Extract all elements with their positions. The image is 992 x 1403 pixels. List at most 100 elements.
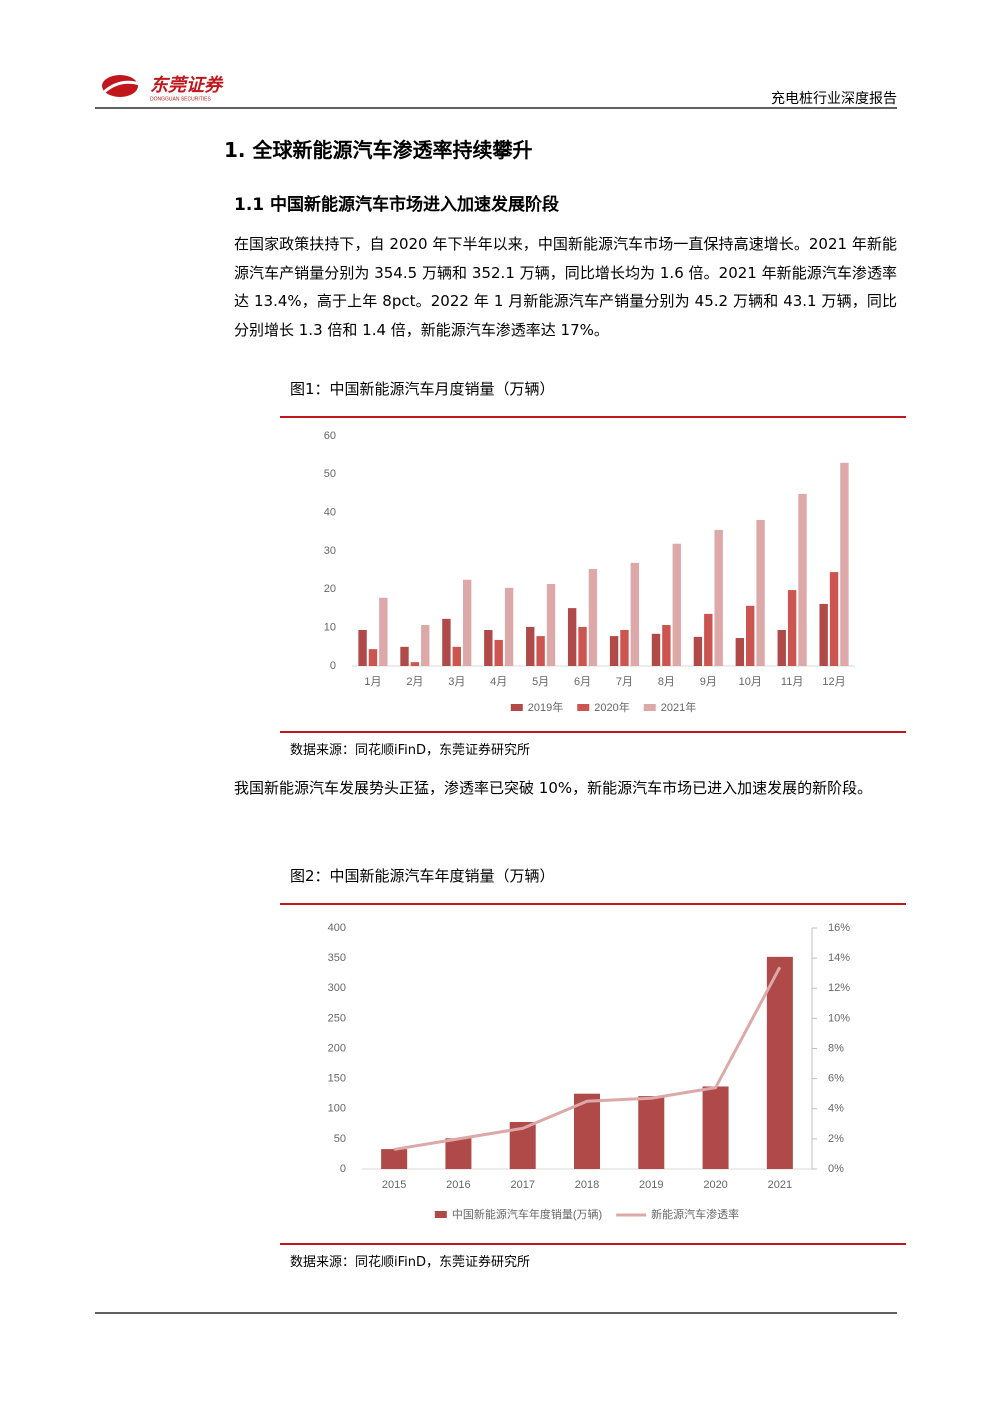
- paragraph: 在国家政策扶持下，自 2020 年下半年以来，中国新能源汽车市场一直保持高速增长…: [234, 235, 897, 339]
- bar: [452, 646, 461, 666]
- bar: [714, 529, 723, 666]
- bar: [638, 1096, 665, 1169]
- bar: [381, 1149, 408, 1169]
- bar: [546, 583, 556, 666]
- y-tick-label: 350: [328, 952, 346, 964]
- y-tick-label: 300: [328, 982, 346, 994]
- bar: [702, 1086, 729, 1169]
- y-tick-label: 150: [328, 1073, 346, 1085]
- subsection-title: 1.1 中国新能源汽车市场进入加速发展阶段: [234, 195, 560, 215]
- report-name: 充电桩行业深度报告: [771, 91, 897, 107]
- y-tick-label: 20: [324, 583, 336, 595]
- x-tick-label: 2018: [575, 1179, 599, 1191]
- y-tick-label: 30: [324, 545, 336, 557]
- figure-rule: [280, 731, 906, 733]
- logo-text: 东莞证券: [150, 75, 224, 95]
- bar: [379, 597, 388, 666]
- x-tick-label: 2020: [703, 1179, 727, 1191]
- bar: [798, 493, 807, 666]
- y2-tick-label: 16%: [828, 922, 850, 934]
- figure-rule: [280, 1243, 906, 1245]
- bar: [400, 646, 409, 666]
- y-tick-label: 250: [328, 1012, 346, 1024]
- figure-rule: [280, 903, 906, 905]
- logo-mark: [102, 75, 141, 97]
- figure-title: 图2：中国新能源汽车年度销量（万辆）: [290, 867, 555, 885]
- figure-rule: [280, 416, 906, 418]
- legend-swatch: [643, 704, 656, 711]
- bar: [484, 629, 493, 666]
- legend-label: 2021年: [661, 700, 696, 714]
- figure-source: 数据来源：同花顺iFinD，东莞证券研究所: [290, 1255, 531, 1270]
- x-tick-label: 1月: [364, 676, 381, 688]
- bar: [787, 590, 797, 666]
- y-tick-label: 40: [324, 507, 336, 519]
- bar: [735, 638, 745, 666]
- bar: [578, 626, 587, 666]
- y-tick-label: 100: [328, 1103, 346, 1115]
- x-tick-label: 7月: [616, 676, 633, 688]
- line: [393, 966, 782, 1151]
- x-tick-label: 2016: [446, 1179, 470, 1191]
- y2-tick-label: 10%: [828, 1012, 850, 1024]
- bar: [588, 569, 598, 666]
- bar: [445, 1138, 472, 1169]
- y-tick-label: 50: [324, 468, 336, 480]
- x-tick-label: 11月: [781, 676, 803, 688]
- bar: [630, 562, 640, 666]
- bar: [766, 956, 793, 1169]
- bar: [410, 662, 420, 666]
- x-tick-label: 2月: [406, 676, 423, 688]
- y2-tick-label: 12%: [828, 982, 850, 994]
- bar: [526, 626, 535, 666]
- legend-label: 中国新能源汽车年度销量(万辆): [452, 1207, 602, 1221]
- legend-swatch: [510, 704, 523, 711]
- y2-tick-label: 14%: [828, 952, 850, 964]
- y-tick-label: 60: [324, 430, 336, 442]
- x-tick-label: 9月: [700, 676, 717, 688]
- legend-label: 2020年: [594, 700, 629, 714]
- bar: [819, 603, 828, 666]
- bar: [746, 605, 755, 666]
- x-tick-label: 6月: [574, 676, 591, 688]
- section-title: 1. 全球新能源汽车渗透率持续攀升: [224, 138, 533, 162]
- logo-subtext: DONGGUAN SECURITIES: [150, 96, 212, 102]
- figure-title: 图1：中国新能源汽车月度销量（万辆）: [290, 380, 555, 398]
- bar: [536, 636, 545, 666]
- bar: [442, 618, 451, 666]
- y2-tick-label: 2%: [828, 1133, 844, 1145]
- y-tick-label: 0: [330, 660, 336, 672]
- figure-source: 数据来源：同花顺iFinD，东莞证券研究所: [290, 743, 531, 758]
- bar: [567, 608, 577, 666]
- x-tick-label: 2015: [382, 1179, 406, 1191]
- bar: [662, 624, 671, 666]
- bar: [494, 639, 503, 666]
- bar: [462, 579, 472, 666]
- x-tick-label: 2019: [639, 1179, 663, 1191]
- x-tick-label: 2017: [510, 1179, 534, 1191]
- x-tick-label: 4月: [490, 676, 507, 688]
- x-tick-label: 10月: [739, 676, 762, 688]
- x-tick-label: 3月: [448, 676, 465, 688]
- legend-label: 新能源汽车渗透率: [651, 1207, 739, 1221]
- bar: [693, 636, 703, 666]
- bar: [421, 624, 430, 666]
- y2-tick-label: 8%: [828, 1042, 844, 1054]
- x-tick-label: 8月: [658, 676, 675, 688]
- bar: [368, 649, 378, 666]
- bar: [672, 543, 681, 666]
- bar: [829, 572, 839, 666]
- bar: [609, 636, 619, 666]
- y2-tick-label: 6%: [828, 1073, 844, 1085]
- bar: [620, 629, 629, 666]
- y-tick-label: 200: [328, 1042, 346, 1054]
- y-tick-label: 50: [334, 1133, 346, 1145]
- legend-label: 2019年: [528, 700, 563, 714]
- y2-tick-label: 4%: [828, 1103, 844, 1115]
- x-tick-label: 5月: [532, 676, 549, 688]
- bar: [756, 519, 765, 666]
- bar: [777, 629, 786, 666]
- y-tick-label: 0: [340, 1163, 346, 1175]
